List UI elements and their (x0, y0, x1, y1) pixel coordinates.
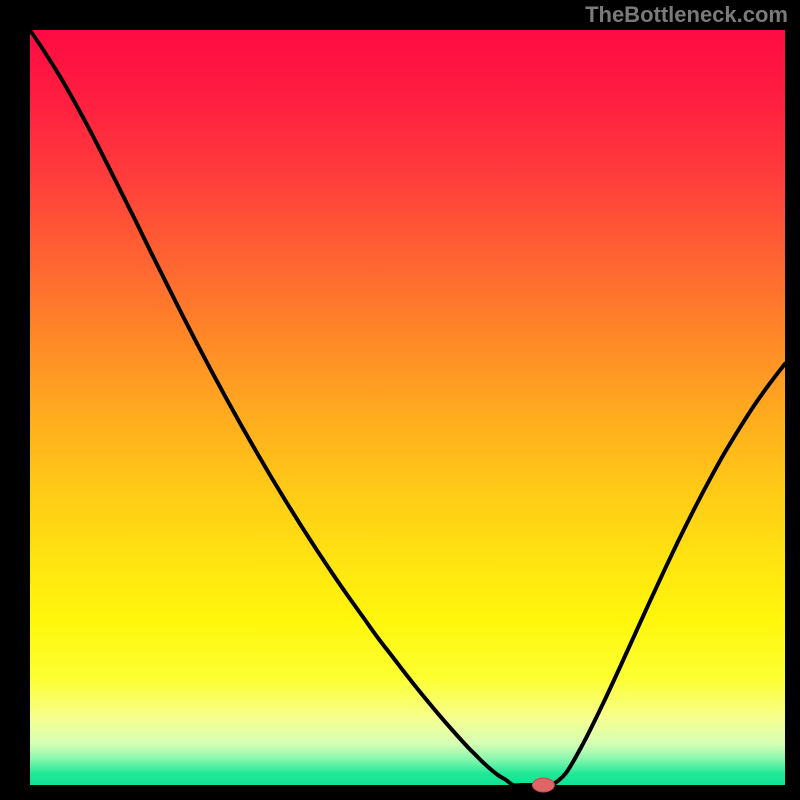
optimal-marker (532, 778, 554, 792)
watermark-label: TheBottleneck.com (585, 2, 788, 28)
bottleneck-chart (0, 0, 800, 800)
chart-container: TheBottleneck.com (0, 0, 800, 800)
gradient-background (30, 30, 785, 785)
